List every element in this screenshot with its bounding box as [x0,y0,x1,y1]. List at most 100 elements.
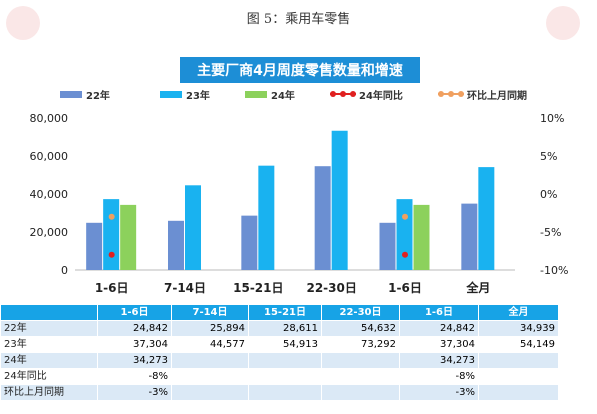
y-right-tick-label: -5% [540,226,561,239]
table-row: 24年同比 -8% -8% [0,368,559,385]
bar-22年 [379,222,396,270]
bar-23年 [396,199,413,270]
table-cell: -3% [97,384,172,401]
table-cell: 34,273 [97,352,172,369]
table-cell [171,368,249,385]
table-header-cell: 15-21日 [248,304,322,321]
bar-22年 [461,203,478,270]
table-cell [171,352,249,369]
table-cell: 24,842 [97,320,172,337]
table-header-cell: 22-30日 [321,304,400,321]
x-tick-label: 15-21日 [233,281,283,295]
chart-title: 主要厂商4月周度零售数量和增速 [180,57,420,83]
table-cell: 25,894 [171,320,249,337]
table-cell: 28,611 [248,320,322,337]
watermark-logo [546,6,580,40]
y-left-tick-label: 0 [61,264,68,277]
y-left-tick-label: 80,000 [30,112,69,125]
table-cell [478,352,559,369]
point-环比上月同期 [402,213,408,220]
legend-label: 23年 [186,90,210,102]
table-row: 22年 24,842 25,894 28,611 54,632 24,842 34,939 [0,320,559,337]
legend-item-yoy: 24年同比 [330,87,403,102]
point-24年同比 [402,251,408,258]
chart-plot: 0 20,000 40,000 60,000 80,000 -10% -5% 0% 5% 10% 1… [30,112,569,295]
table-header-row: 1-6日 7-14日 15-21日 22-30日 1-6日 全月 [0,304,559,321]
table-cell: 54,913 [248,336,322,353]
data-table: 1-6日 7-14日 15-21日 22-30日 1-6日 全月 22年 24,842 25,8… [0,304,559,401]
legend-label: 24年同比 [359,90,403,102]
bar-23年 [331,130,348,270]
legend-swatch [60,90,82,98]
bar-22年 [314,166,331,270]
x-tick-label: 1-6日 [95,281,129,295]
table-cell: 34,939 [478,320,559,337]
table-cell [321,352,400,369]
legend-swatch [160,90,182,98]
point-环比上月同期 [108,213,115,220]
table-header-cell [0,304,98,321]
table-cell: 24,842 [399,320,479,337]
table-header-cell: 7-14日 [171,304,249,321]
chart-panel: 主要厂商4月周度零售数量和增速 22年 23年 24年 24年同比 环比上月同期… [0,42,597,414]
table-cell: 54,149 [478,336,559,353]
table-cell [321,368,400,385]
y-right-tick-label: 10% [540,112,564,125]
x-tick-label: 7-14日 [164,281,206,295]
bar-23年 [185,185,201,270]
legend-item-mom: 环比上月同期 [438,87,527,102]
table-cell [248,352,322,369]
table-header-cell: 1-6日 [97,304,172,321]
table-row: 23年 37,304 44,577 54,913 73,292 37,304 54,149 [0,336,559,353]
table-cell [478,384,559,401]
table-cell [171,384,249,401]
chart-legend: 22年 23年 24年 24年同比 环比上月同期 [60,87,560,102]
x-tick-label: 22-30日 [306,281,356,295]
table-cell: 37,304 [399,336,479,353]
table-row-label: 环比上月同期 [0,384,98,401]
legend-item-24: 24年 [245,87,295,102]
y-left-tick-label: 60,000 [30,150,69,163]
table-cell: -3% [399,384,479,401]
table-row-label: 24年 [0,352,98,369]
table-row: 环比上月同期 -3% -3% [0,384,559,401]
bar-24年 [120,204,137,270]
legend-swatch [245,90,267,98]
bar-23年 [478,167,495,270]
table-header-cell: 全月 [478,304,559,321]
legend-line-marker [438,90,464,98]
bar-24年 [413,204,430,270]
table-row-label: 22年 [0,320,98,337]
legend-item-22: 22年 [60,87,110,102]
table-header-cell: 1-6日 [399,304,479,321]
legend-line-marker [330,90,356,98]
legend-label: 环比上月同期 [467,90,527,102]
table-cell: 37,304 [97,336,172,353]
table-row: 24年 34,273 34,273 [0,352,559,369]
figure-caption: 图 5：乘用车零售 [246,12,351,27]
y-right-tick-label: 0% [540,188,557,201]
bar-23年 [258,165,275,270]
table-cell: -8% [97,368,172,385]
table-cell [248,368,322,385]
table-cell: 34,273 [399,352,479,369]
legend-label: 22年 [86,90,110,102]
table-cell [248,384,322,401]
bar-23年 [103,199,120,270]
x-tick-label: 全月 [465,280,490,295]
bar-22年 [86,222,103,270]
table-row-label: 24年同比 [0,368,98,385]
watermark-logo [6,6,40,40]
table-cell [478,368,559,385]
y-right-tick-label: 5% [540,150,557,163]
point-24年同比 [108,251,115,258]
bar-22年 [241,215,258,270]
table-cell: 73,292 [321,336,400,353]
table-row-label: 23年 [0,336,98,353]
legend-item-23: 23年 [160,87,210,102]
y-left-tick-label: 20,000 [30,226,69,239]
table-cell [321,384,400,401]
y-left-tick-label: 40,000 [30,188,69,201]
table-cell: 44,577 [171,336,249,353]
y-right-tick-label: -10% [540,264,568,277]
